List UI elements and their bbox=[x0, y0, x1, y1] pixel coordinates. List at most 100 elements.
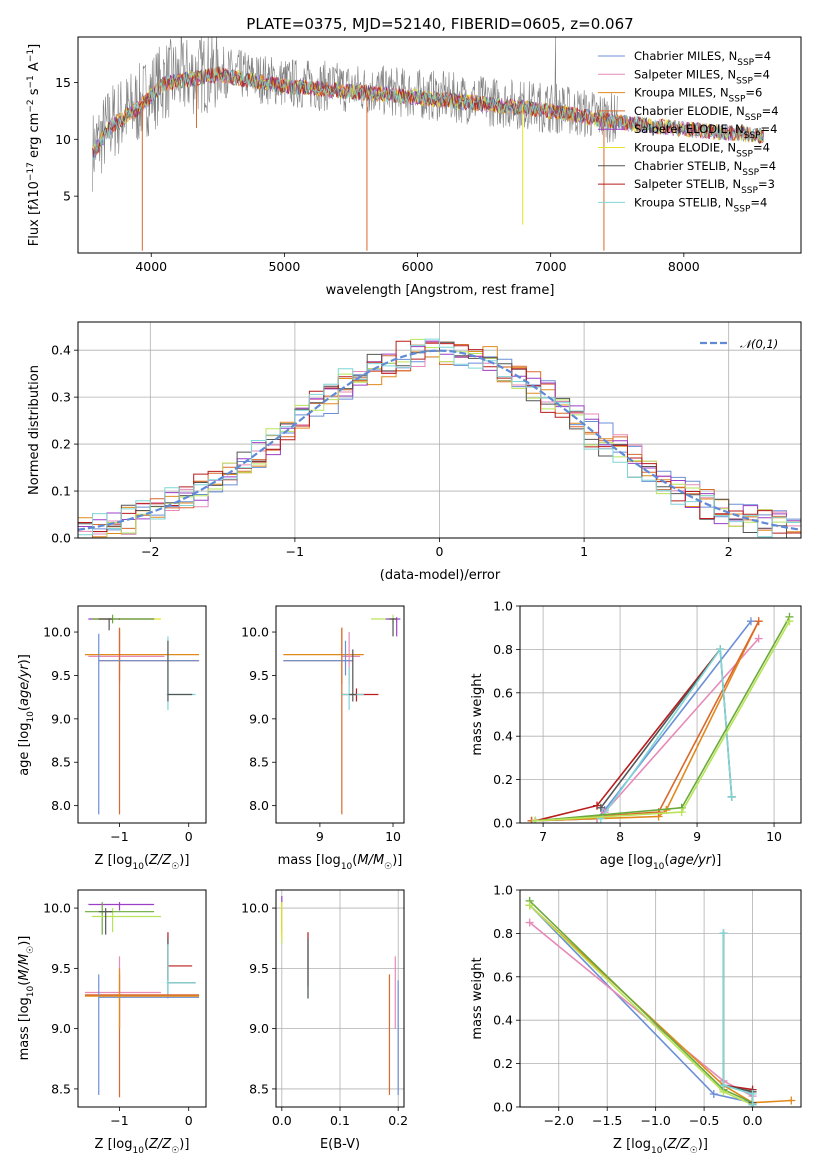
mass-z-xlabel: Z [log10(Z/Z☉)] bbox=[95, 1137, 190, 1156]
x-tick-label: 6000 bbox=[402, 259, 434, 274]
spectrum-ylabel: Flux [fλ10−17 erg cm−2 s−1 A−1] bbox=[26, 44, 42, 246]
x-tick-label: 0.0 bbox=[272, 1113, 292, 1128]
y-tick-label: 0.8 bbox=[493, 642, 513, 657]
axes-frame bbox=[519, 605, 802, 824]
x-tick-label: 0 bbox=[436, 544, 444, 559]
y-tick-label: 9.5 bbox=[249, 668, 269, 683]
x-tick-label: 1 bbox=[580, 544, 588, 559]
weight-vs-metallicity-panel: −2.0 −1.5 −1.0 −0.5 0.0 0.0 0.2 0.4 0.6 0.8 1.0 mas… bbox=[470, 883, 802, 1156]
plot-area bbox=[527, 612, 794, 823]
x-tick-label: 10 bbox=[766, 829, 782, 844]
y-tick-label: 15 bbox=[55, 75, 71, 90]
weight-marker bbox=[531, 816, 540, 823]
model-spectrum-line bbox=[92, 67, 765, 160]
figure-title: PLATE=0375, MJD=52140, FIBERID=0605, z=0… bbox=[246, 15, 633, 33]
legend-label: Salpeter ELODIE, NSSP=4 bbox=[634, 122, 777, 141]
y-tick-label: 5 bbox=[63, 189, 71, 204]
plot-area bbox=[78, 338, 801, 538]
plot-area bbox=[525, 896, 796, 1107]
weight-marker bbox=[785, 617, 794, 626]
x-tick-label: 0.2 bbox=[388, 1113, 408, 1128]
y-tick-label: 10.0 bbox=[43, 625, 71, 640]
weight-marker bbox=[719, 929, 728, 938]
axes-frame bbox=[77, 36, 802, 254]
y-tick-label: 0.2 bbox=[493, 1056, 513, 1071]
x-tick-label: 2 bbox=[725, 544, 733, 559]
histogram-xlabel: (data-model)/error bbox=[380, 568, 501, 583]
weight-ylabel: mass weight bbox=[470, 957, 485, 1039]
y-tick-label: 0.4 bbox=[493, 729, 513, 744]
x-tick-label: −1 bbox=[110, 829, 128, 844]
x-tick-label: 7 bbox=[539, 829, 547, 844]
age-vs-metallicity-panel: −1 0 8.0 8.5 9.0 9.5 10.0 Z [log10(Z/Z☉)] age [l… bbox=[17, 605, 207, 872]
axes-frame bbox=[275, 889, 405, 1108]
x-tick-label: 9 bbox=[693, 829, 701, 844]
axes-frame bbox=[77, 605, 207, 824]
mass-vs-extinction-panel: 0.0 0.1 0.2 8.5 9.0 9.5 10.0 E(B-V) bbox=[241, 889, 408, 1152]
weight-xlabel: Z [log10(Z/Z☉)] bbox=[613, 1137, 708, 1156]
x-tick-label: −1.0 bbox=[640, 1113, 670, 1128]
y-tick-label: 0.8 bbox=[493, 926, 513, 941]
legend-label: Kroupa ELODIE, NSSP=4 bbox=[634, 141, 770, 160]
plot-area bbox=[84, 902, 200, 1098]
mass-vs-metallicity-panel: −1 0 8.5 9.0 9.5 10.0 Z [log10(Z/Z☉)] mass [log… bbox=[17, 889, 207, 1156]
weight-marker bbox=[719, 1081, 728, 1090]
y-tick-label: 1.0 bbox=[493, 599, 513, 614]
y-tick-label: 0.4 bbox=[493, 1013, 513, 1028]
plot-area bbox=[281, 896, 399, 1095]
weight-marker bbox=[727, 792, 736, 801]
weight-marker bbox=[677, 808, 686, 817]
normal-curve bbox=[78, 349, 801, 531]
y-tick-label: 1.0 bbox=[493, 883, 513, 898]
y-tick-label: 0.2 bbox=[493, 772, 513, 787]
age-z-ylabel: age [log10(age/yr)] bbox=[17, 654, 36, 776]
y-tick-label: 8.0 bbox=[249, 798, 269, 813]
weight-marker bbox=[525, 901, 534, 910]
y-tick-label: 8.5 bbox=[51, 755, 71, 770]
y-tick-label: 9.5 bbox=[249, 961, 269, 976]
weight-marker bbox=[716, 645, 725, 654]
weight-marker bbox=[748, 1100, 757, 1107]
x-tick-label: 0.0 bbox=[743, 1113, 763, 1128]
y-tick-label: 10.0 bbox=[43, 901, 71, 916]
y-tick-label: 9.0 bbox=[51, 711, 71, 726]
y-tick-label: 9.0 bbox=[249, 711, 269, 726]
y-tick-label: 0.6 bbox=[493, 969, 513, 984]
y-tick-label: 9.0 bbox=[249, 1021, 269, 1036]
y-tick-label: 8.0 bbox=[51, 798, 71, 813]
legend-label: Kroupa MILES, NSSP=6 bbox=[634, 86, 762, 105]
histogram-step bbox=[78, 338, 801, 538]
y-tick-label: 0.1 bbox=[51, 484, 71, 499]
y-tick-label: 8.5 bbox=[249, 755, 269, 770]
y-tick-label: 0.0 bbox=[493, 816, 513, 831]
x-tick-label: −2.0 bbox=[544, 1113, 574, 1128]
weight-marker bbox=[748, 1089, 757, 1098]
legend-label: Chabrier STELIB, NSSP=4 bbox=[634, 159, 776, 178]
x-tick-label: 0.1 bbox=[330, 1113, 350, 1128]
y-tick-label: 9.5 bbox=[51, 961, 71, 976]
age-vs-mass-panel: 9 10 8.0 8.5 9.0 9.5 10.0 mass [log10(M/M☉)] bbox=[241, 605, 405, 872]
y-tick-label: 0.2 bbox=[51, 437, 71, 452]
mass-z-ylabel: mass [log10(M/M☉)] bbox=[17, 936, 36, 1061]
y-tick-label: 8.5 bbox=[51, 1081, 71, 1096]
x-tick-label: 9 bbox=[316, 829, 324, 844]
weight-ylabel: mass weight bbox=[470, 673, 485, 755]
y-tick-label: 10.0 bbox=[241, 625, 269, 640]
weight-line bbox=[722, 933, 754, 1105]
y-tick-label: 0.0 bbox=[51, 531, 71, 546]
y-tick-label: 9.5 bbox=[51, 668, 71, 683]
y-tick-label: 10.0 bbox=[241, 901, 269, 916]
axes-frame bbox=[77, 321, 802, 539]
spectrum-xlabel: wavelength [Angstrom, rest frame] bbox=[326, 283, 555, 298]
weight-marker bbox=[754, 617, 763, 626]
axes-frame bbox=[275, 605, 405, 824]
x-tick-label: −0.5 bbox=[689, 1113, 719, 1128]
y-tick-label: 8.5 bbox=[249, 1081, 269, 1096]
weight-marker bbox=[709, 1089, 718, 1098]
y-tick-label: 0.3 bbox=[51, 390, 71, 405]
x-tick-label: 8 bbox=[616, 829, 624, 844]
weight-marker bbox=[525, 918, 534, 927]
weight-xlabel: age [log10(age/yr)] bbox=[600, 853, 722, 872]
